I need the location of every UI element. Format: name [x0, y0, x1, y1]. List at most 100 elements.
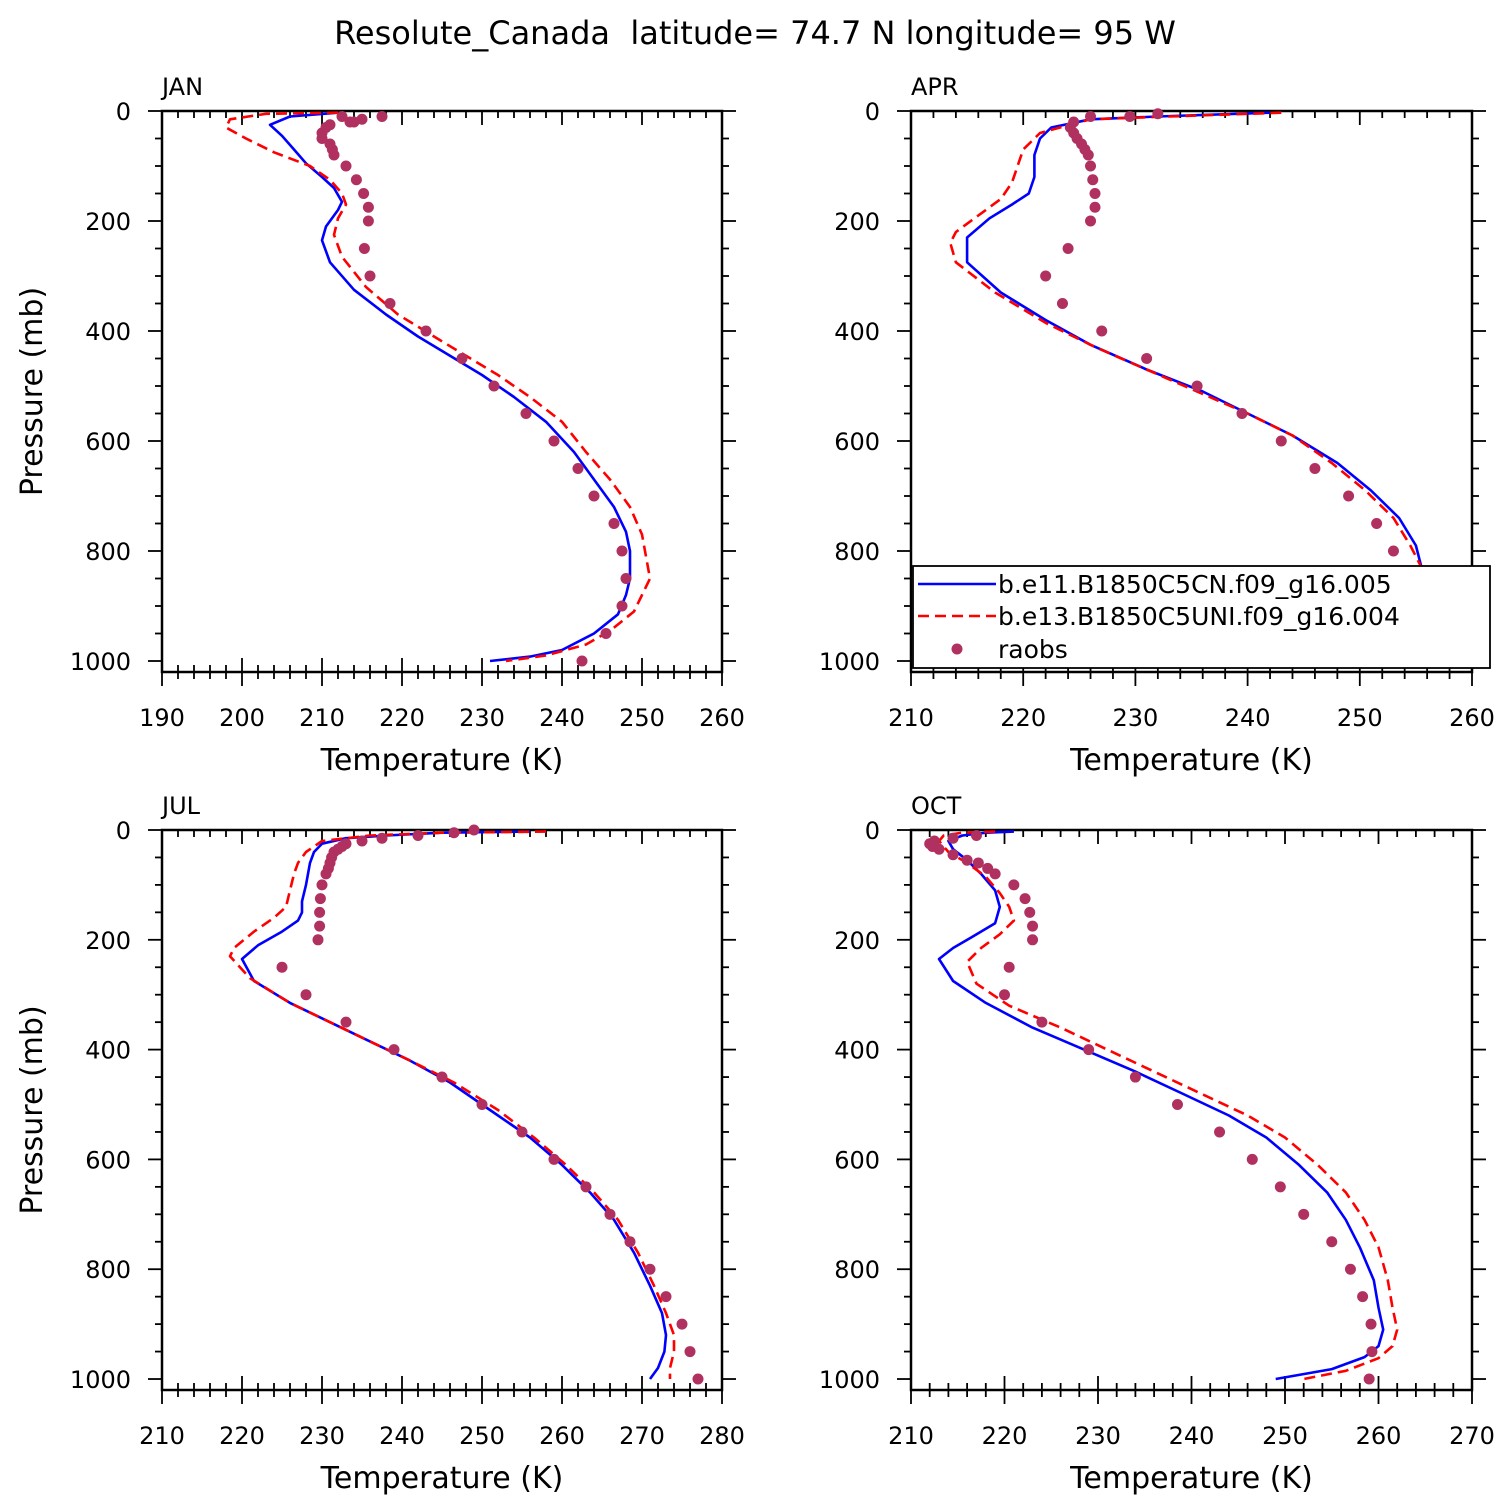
- y-tick-label: 1000: [819, 1366, 880, 1394]
- raobs-point: [660, 1291, 672, 1303]
- legend-box: [912, 565, 1491, 669]
- raobs-point: [314, 906, 326, 918]
- raobs-point: [999, 989, 1010, 1001]
- raobs-point: [1062, 243, 1074, 254]
- raobs-point: [312, 934, 324, 946]
- raobs-point: [972, 857, 984, 869]
- x-tick-label: 240: [1169, 1422, 1215, 1450]
- raobs-point: [1363, 1373, 1375, 1385]
- raobs-point: [947, 849, 959, 861]
- raobs-point: [970, 829, 982, 841]
- raobs-point: [468, 824, 480, 836]
- y-tick-label: 0: [116, 817, 131, 845]
- raobs-point: [947, 832, 959, 844]
- y-tick-label: 400: [834, 318, 880, 346]
- y-tick-label: 0: [865, 817, 880, 845]
- x-tick-label: 250: [1262, 1422, 1308, 1450]
- raobs-point: [604, 1208, 616, 1220]
- raobs-point: [692, 1373, 704, 1385]
- panel-label: OCT: [911, 792, 962, 820]
- y-tick-label: 0: [116, 98, 131, 126]
- x-tick-label: 220: [219, 1422, 265, 1450]
- raobs-point: [1171, 1099, 1183, 1111]
- raobs-point: [1343, 490, 1355, 502]
- raobs-point: [1275, 435, 1287, 447]
- panel-oct: OCT 210 220 230 240 250 260 270 0 200 400 600 800 100…: [819, 792, 1495, 1496]
- panel-label: JUL: [160, 792, 201, 820]
- x-tick-label: 270: [619, 1422, 665, 1450]
- x-tick-label: 240: [1225, 704, 1271, 732]
- raobs-point: [316, 879, 328, 891]
- y-tick-label: 400: [834, 1037, 880, 1065]
- raobs-point: [933, 843, 945, 855]
- raobs-point: [1089, 188, 1101, 199]
- x-tick-label: 270: [1449, 1422, 1495, 1450]
- raobs-point: [1129, 1071, 1141, 1083]
- raobs-point: [1365, 1318, 1377, 1330]
- raobs-point: [1214, 1126, 1226, 1138]
- x-tick-label: 200: [219, 704, 265, 732]
- raobs-point: [620, 573, 632, 584]
- raobs-point: [336, 111, 348, 122]
- raobs-point: [1087, 174, 1099, 186]
- raobs-point: [340, 1016, 352, 1028]
- plot-frame: [160, 828, 724, 1392]
- plot-frame: [909, 109, 1474, 674]
- y-tick-label: 200: [85, 208, 131, 236]
- raobs-point: [548, 1153, 560, 1165]
- x-tick-label: 190: [139, 704, 185, 732]
- x-tick-label: 210: [888, 704, 934, 732]
- x-axis-title: Temperature (K): [320, 1461, 564, 1496]
- raobs-point: [608, 518, 620, 529]
- series-line-cn: [937, 830, 1385, 1381]
- raobs-point: [456, 353, 468, 364]
- x-tick-label: 230: [1112, 704, 1158, 732]
- raobs-points: [316, 111, 632, 667]
- raobs-point: [600, 628, 612, 639]
- x-tick-label: 260: [539, 1422, 585, 1450]
- plot-frame: [160, 109, 724, 674]
- panel-label: APR: [911, 73, 959, 101]
- panel-jan: JAN 190 200 210 220 230 240 250 260 0 200 400 600 800…: [15, 73, 745, 778]
- x-tick-label: 280: [699, 1422, 745, 1450]
- raobs-point: [1082, 149, 1094, 161]
- raobs-point: [548, 435, 560, 447]
- raobs-point: [1298, 1208, 1310, 1220]
- raobs-point: [358, 243, 370, 254]
- y-tick-label: 800: [834, 538, 880, 566]
- x-tick-label: 250: [459, 1422, 505, 1450]
- raobs-point: [1191, 380, 1203, 392]
- y-tick-label: 800: [85, 1256, 131, 1284]
- raobs-point: [316, 133, 328, 144]
- raobs-point: [1246, 1153, 1258, 1165]
- series-line-uni: [937, 830, 1399, 1381]
- y-tick-label: 400: [85, 318, 131, 346]
- raobs-point: [362, 201, 374, 213]
- raobs-point: [1274, 1181, 1286, 1193]
- x-tick-label: 220: [379, 704, 425, 732]
- series-line-cn: [268, 111, 632, 663]
- x-tick-label: 230: [299, 1422, 345, 1450]
- raobs-point: [1024, 906, 1036, 918]
- x-tick-label: 260: [699, 704, 745, 732]
- y-tick-label: 600: [834, 428, 880, 456]
- x-axis-title: Temperature (K): [1069, 1461, 1313, 1496]
- legend-label: b.e11.B1850C5CN.f09_g16.005: [998, 570, 1392, 599]
- series-line-uni: [228, 830, 676, 1379]
- raobs-point: [1003, 961, 1015, 973]
- raobs-point: [364, 270, 376, 282]
- raobs-point: [1387, 545, 1399, 557]
- raobs-point: [320, 868, 332, 880]
- raobs-point: [276, 961, 288, 973]
- x-tick-label: 220: [982, 1422, 1028, 1450]
- x-tick-label: 210: [139, 1422, 185, 1450]
- raobs-point: [1124, 111, 1136, 122]
- y-tick-label: 600: [834, 1146, 880, 1174]
- series-line-uni: [949, 111, 1429, 660]
- legend-swatch-raobs: [951, 643, 963, 655]
- x-tick-label: 250: [1337, 704, 1383, 732]
- raobs-point: [340, 160, 352, 172]
- raobs-point: [1056, 298, 1068, 309]
- y-tick-label: 0: [865, 98, 880, 126]
